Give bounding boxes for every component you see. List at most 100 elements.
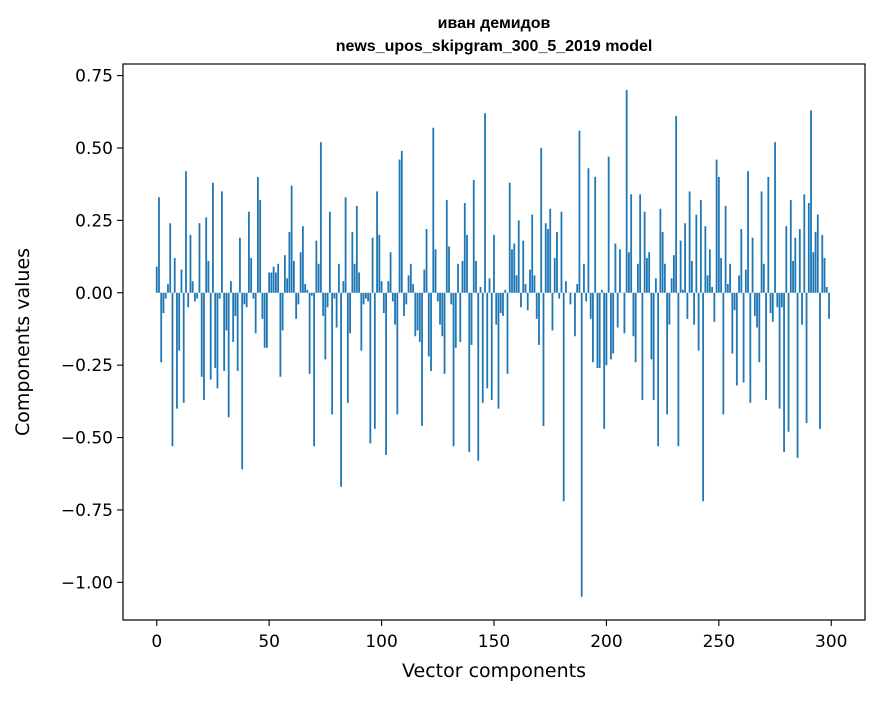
bar-153 [500,293,502,313]
y-axis-label: Components values [12,248,34,436]
bar-261 [743,293,745,383]
x-tick-label: 250 [703,632,735,652]
bar-266 [754,293,756,316]
bar-26 [214,293,216,368]
bar-252 [722,293,724,415]
bar-182 [565,281,567,293]
bar-205 [617,293,619,328]
bar-91 [360,293,362,351]
bar-228 [668,293,670,325]
bar-39 [244,293,246,305]
bar-94 [367,293,369,302]
bar-176 [552,293,554,331]
bar-116 [417,293,419,331]
bars [156,90,830,597]
bar-54 [277,264,279,293]
bar-76 [327,293,329,307]
bar-265 [752,238,754,293]
bar-163 [522,241,524,293]
bar-191 [585,293,587,302]
bar-290 [808,203,810,293]
bar-224 [659,209,661,293]
bar-190 [583,264,585,293]
bar-188 [579,131,581,293]
bar-250 [718,177,720,293]
bar-50 [268,273,270,293]
bar-245 [707,275,709,292]
bar-42 [250,258,252,293]
bar-60 [291,186,293,293]
bar-247 [711,287,713,293]
bar-82 [340,293,342,487]
bar-132 [453,293,455,446]
bar-118 [421,293,423,426]
bar-165 [527,293,529,310]
bar-292 [812,252,814,293]
bar-157 [509,183,511,293]
bar-144 [480,287,482,293]
bar-237 [689,191,691,292]
bar-114 [412,284,414,293]
bar-130 [448,246,450,292]
bar-171 [540,148,542,293]
bar-89 [356,206,358,293]
bar-170 [538,293,540,345]
bar-270 [763,264,765,293]
y-axis-ticks: −1.00−0.75−0.50−0.250.000.250.500.75 [61,67,123,594]
bar-51 [271,273,273,293]
bar-204 [615,244,617,293]
bar-263 [747,171,749,293]
bar-103 [387,281,389,293]
bar-65 [302,226,304,293]
bar-136 [462,261,464,293]
bar-106 [394,293,396,325]
bar-241 [698,293,700,351]
bar-200 [606,293,608,365]
bar-20 [201,293,203,377]
bar-295 [819,293,821,429]
bar-219 [648,252,650,293]
bar-214 [637,264,639,293]
bar-244 [704,226,706,293]
bar-208 [624,293,626,334]
bar-122 [430,293,432,371]
bar-12 [183,293,185,403]
bar-139 [468,293,470,452]
y-tick-label: −0.75 [61,501,113,521]
bar-80 [336,293,338,328]
bar-61 [293,261,295,293]
y-tick-label: 0.00 [75,284,113,304]
bar-284 [794,238,796,293]
bar-255 [729,264,731,293]
x-axis-label: Vector components [402,660,586,682]
bar-133 [455,293,457,348]
bar-158 [511,249,513,292]
bar-195 [594,177,596,293]
bar-223 [657,293,659,446]
bar-113 [410,264,412,293]
bar-187 [576,284,578,293]
bar-108 [399,160,401,293]
bar-59 [288,232,290,293]
bar-206 [619,249,621,292]
bar-137 [464,203,466,293]
bar-149 [491,293,493,400]
x-tick-label: 200 [590,632,622,652]
bar-1 [158,197,160,293]
bar-44 [255,293,257,334]
bar-201 [608,157,610,293]
bar-178 [556,232,558,293]
bar-57 [284,255,286,293]
bar-27 [217,293,219,389]
bar-38 [241,293,243,470]
bar-119 [423,270,425,293]
bar-268 [758,293,760,363]
bar-142 [475,261,477,293]
bar-285 [797,293,799,458]
bar-47 [262,293,264,319]
bar-297 [824,258,826,293]
bar-72 [318,264,320,293]
